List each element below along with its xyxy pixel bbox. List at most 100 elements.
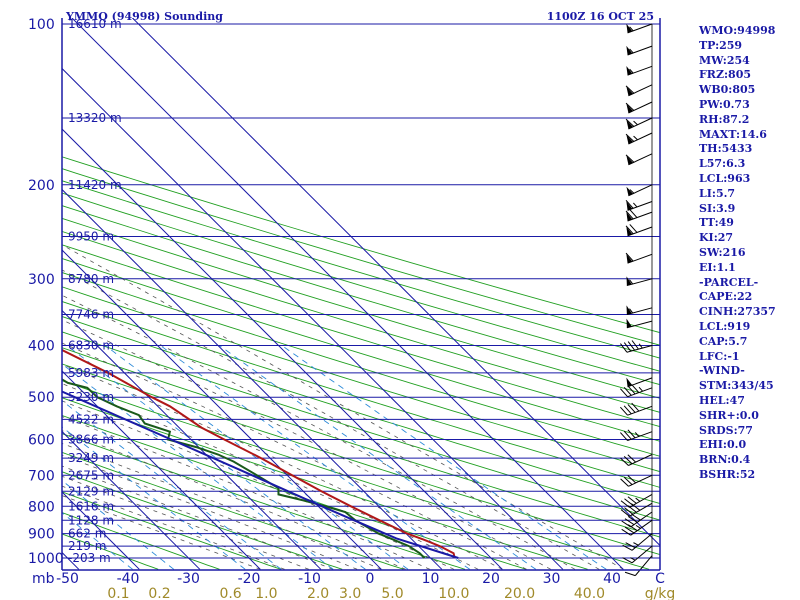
wind-barb-flag bbox=[623, 386, 632, 396]
isotherm-line bbox=[62, 249, 382, 570]
wind-barb-half-flag bbox=[633, 202, 638, 208]
moist-adiabat bbox=[62, 465, 334, 570]
moist-adiabat bbox=[62, 269, 600, 570]
height-label: 13320 m bbox=[68, 111, 122, 125]
wind-barb-flag bbox=[623, 405, 632, 415]
height-label: 7746 m bbox=[68, 308, 114, 322]
dry-adiabat bbox=[62, 258, 660, 442]
dry-adiabat bbox=[62, 414, 527, 570]
wind-barb-shaft bbox=[627, 201, 653, 211]
wind-barb-flag bbox=[621, 528, 631, 536]
wind-barb-flag bbox=[625, 154, 635, 163]
wind-barb-pennant bbox=[626, 377, 633, 387]
height-label: 2675 m bbox=[68, 468, 114, 482]
temperature-tick-label: -20 bbox=[238, 571, 261, 587]
wind-barb-flag bbox=[622, 544, 633, 551]
pressure-tick-label: 400 bbox=[28, 339, 55, 355]
wind-barb-shaft bbox=[631, 533, 653, 551]
dry-adiabat bbox=[62, 271, 660, 457]
wind-barb-half-flag bbox=[635, 524, 641, 529]
wind-barb-pennant bbox=[626, 23, 633, 33]
height-label: 16610 m bbox=[68, 17, 122, 31]
wind-barb-flag bbox=[625, 225, 634, 235]
temperature-tick-label: -40 bbox=[117, 571, 140, 587]
wind-barb bbox=[625, 84, 653, 97]
index-item: MW:254 bbox=[699, 53, 750, 67]
wind-barb-shaft bbox=[627, 226, 653, 237]
index-item: EI:1.1 bbox=[699, 260, 736, 274]
pressure-tick-label: 100 bbox=[28, 17, 55, 33]
wind-barb-flag bbox=[620, 388, 628, 398]
wind-barb-shaft bbox=[628, 474, 653, 487]
mixing-ratio-tick-label: 0.6 bbox=[219, 586, 241, 600]
index-item: CAPE:22 bbox=[699, 290, 753, 304]
isotherm-line bbox=[62, 67, 564, 570]
pressure-tick-label: 300 bbox=[28, 272, 55, 288]
temperature-tick-label: 30 bbox=[543, 571, 561, 587]
wind-barb bbox=[626, 377, 653, 388]
moist-adiabat bbox=[62, 416, 430, 570]
index-item: LI:5.7 bbox=[699, 186, 736, 200]
dry-adiabat bbox=[62, 156, 660, 334]
wind-barb-flag bbox=[620, 457, 629, 466]
wind-barb-flag bbox=[629, 224, 638, 233]
mixing-ratio-tick-label: 1.0 bbox=[255, 586, 277, 600]
wind-barb-flag bbox=[625, 133, 635, 142]
dry-adiabat bbox=[62, 180, 660, 359]
height-label: 5230 m bbox=[68, 390, 114, 404]
height-label: 6830 m bbox=[68, 339, 114, 353]
wind-barb-half-flag bbox=[629, 308, 634, 314]
wind-barb-half-flag bbox=[638, 386, 643, 392]
index-item: TP:259 bbox=[699, 38, 743, 52]
index-item: STM:343/45 bbox=[699, 379, 774, 393]
pressure-tick-label: 800 bbox=[28, 499, 55, 515]
isotherm-line bbox=[131, 18, 660, 547]
dry-adiabat bbox=[62, 491, 282, 570]
wind-barb-flag bbox=[620, 478, 629, 487]
height-label: 8780 m bbox=[68, 272, 114, 286]
wind-barb-half-flag bbox=[634, 432, 640, 437]
wind-barb-shaft bbox=[626, 278, 653, 287]
wind-barb-flag bbox=[627, 524, 638, 532]
index-item: SRDS:77 bbox=[699, 423, 753, 437]
wind-barb-pennant bbox=[626, 305, 632, 315]
index-item: CINH:27357 bbox=[699, 305, 776, 319]
wind-barb bbox=[620, 340, 653, 353]
wind-barb-flag bbox=[624, 518, 635, 526]
mixing-ratio-tick-label: 0.1 bbox=[107, 586, 129, 600]
wind-barb-flag bbox=[624, 526, 635, 534]
mixing-ratio-tick-label: 10.0 bbox=[438, 586, 469, 600]
wind-barb-flag bbox=[620, 432, 628, 441]
temperature-tick-label: -30 bbox=[177, 571, 200, 587]
wind-barb bbox=[626, 23, 653, 34]
wind-barb-pennant bbox=[626, 226, 633, 236]
temperature-tick-label: 10 bbox=[422, 571, 440, 587]
wind-barb-pennant bbox=[626, 254, 633, 264]
moist-adiabat bbox=[62, 342, 527, 570]
mixing-ratio-line bbox=[104, 345, 409, 570]
pressure-tick-label: 700 bbox=[28, 468, 55, 484]
wind-barb-half-flag bbox=[629, 68, 634, 74]
height-label: 219 m bbox=[68, 539, 106, 553]
index-item: WB0:805 bbox=[699, 83, 756, 97]
height-label: 3249 m bbox=[68, 451, 114, 465]
temperature-tick-label: 40 bbox=[603, 571, 621, 587]
wind-barb-pennant bbox=[626, 201, 633, 211]
mixing-ratio-line bbox=[62, 363, 334, 570]
wind-barb-flag bbox=[625, 252, 634, 262]
index-item: WMO:94998 bbox=[699, 24, 776, 37]
wind-barb bbox=[625, 153, 653, 166]
wind-barb-flag bbox=[623, 456, 633, 465]
dry-adiabat bbox=[62, 347, 660, 538]
pressure-tick-label: 600 bbox=[28, 433, 55, 449]
wind-barb-shaft bbox=[630, 511, 653, 528]
wind-barb-flag bbox=[625, 542, 636, 549]
wind-barb-flag bbox=[627, 429, 636, 439]
isotherm-line bbox=[62, 128, 503, 570]
index-item: -WIND- bbox=[699, 364, 745, 378]
wind-barb-flag bbox=[625, 85, 635, 94]
wind-barb-shaft bbox=[629, 502, 653, 517]
